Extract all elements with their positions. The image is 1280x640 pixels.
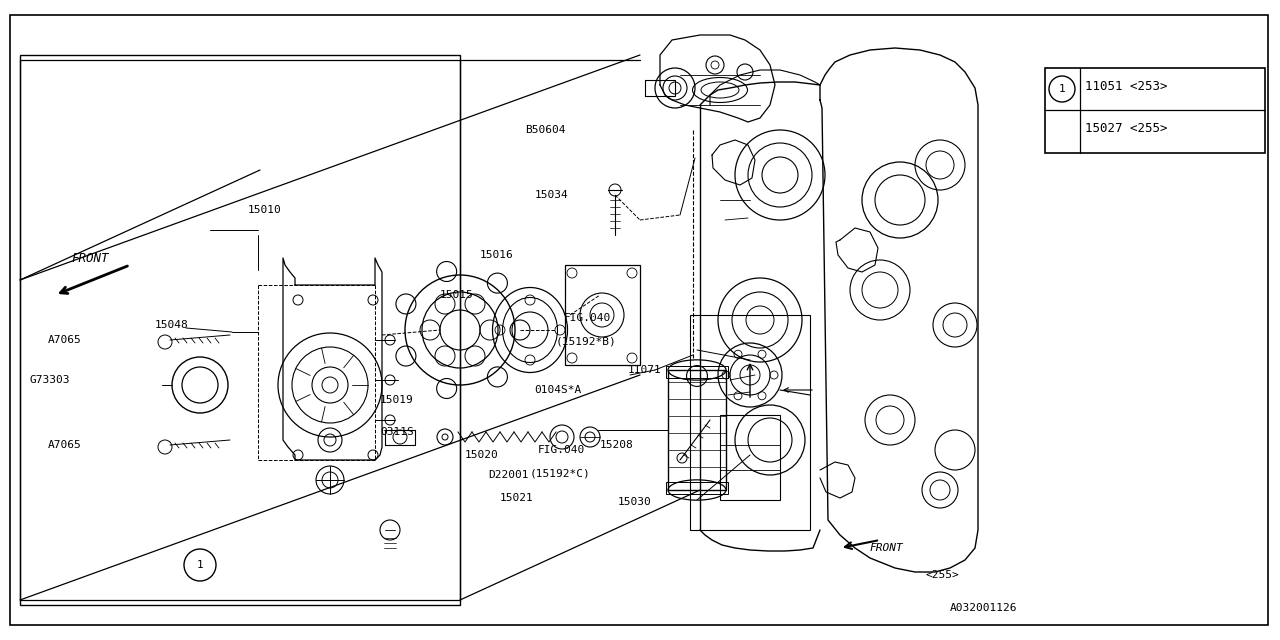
Text: B50604: B50604 [525,125,566,135]
Text: 0104S*A: 0104S*A [534,385,581,395]
Text: 15048: 15048 [155,320,188,330]
Text: A032001126: A032001126 [950,603,1018,613]
Text: 15016: 15016 [480,250,513,260]
Text: 11051 <253>: 11051 <253> [1085,79,1167,93]
Text: 15208: 15208 [600,440,634,450]
Text: 0311S: 0311S [380,427,413,437]
Text: FIG.040: FIG.040 [564,313,612,323]
Text: 15021: 15021 [500,493,534,503]
Text: (15192*C): (15192*C) [530,469,591,479]
Text: A7065: A7065 [49,335,82,345]
Text: 1: 1 [197,560,204,570]
Text: 11071: 11071 [628,365,662,375]
Text: FRONT: FRONT [72,252,109,264]
Bar [1044,68,1265,153]
Text: 15034: 15034 [535,190,568,200]
Text: 15027 <255>: 15027 <255> [1085,122,1167,134]
Text: FIG.040: FIG.040 [538,445,585,455]
Text: 15015: 15015 [440,290,474,300]
Text: 15010: 15010 [248,205,282,215]
Text: (15192*B): (15192*B) [556,337,617,347]
Text: 15019: 15019 [380,395,413,405]
Bar [666,366,728,378]
Text: D22001: D22001 [488,470,529,480]
Bar [668,370,726,490]
Text: G73303: G73303 [29,375,70,385]
Text: <255>: <255> [925,570,959,580]
Bar [20,55,460,605]
Text: 1: 1 [1059,84,1065,94]
Text: 15020: 15020 [465,450,499,460]
Bar [690,315,810,530]
Text: 15030: 15030 [618,497,652,507]
Bar [564,265,640,365]
Bar [645,80,675,96]
Bar [666,482,728,494]
Text: A7065: A7065 [49,440,82,450]
Text: FRONT: FRONT [870,543,904,553]
Bar [719,415,780,500]
